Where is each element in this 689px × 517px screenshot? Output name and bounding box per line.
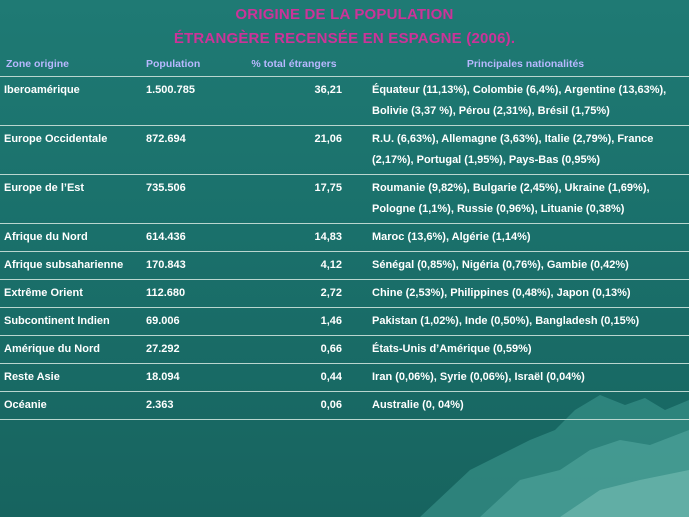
population-cell: 112.680 <box>140 279 226 308</box>
zone-cell: Afrique du Nord <box>0 223 140 252</box>
table-row: Europe Occidentale 872.694 21,06 R.U. (6… <box>0 125 689 175</box>
nationalities-cell: Iran (0,06%), Syrie (0,06%), Israël (0,0… <box>362 363 689 392</box>
table-row: Europe de l’Est 735.506 17,75 Roumanie (… <box>0 174 689 224</box>
zone-cell: Afrique subsaharienne <box>0 251 140 280</box>
pct-cell: 17,75 <box>226 174 362 224</box>
title-line-1: ORIGINE DE LA POPULATION <box>235 6 454 23</box>
zone-cell: Iberoamérique <box>0 76 140 126</box>
zone-cell: Reste Asie <box>0 363 140 392</box>
table-row: Amérique du Nord 27.292 0,66 États-Unis … <box>0 335 689 364</box>
pct-cell: 14,83 <box>226 223 362 252</box>
population-cell: 872.694 <box>140 125 226 175</box>
nationalities-cell: R.U. (6,63%), Allemagne (3,63%), Italie … <box>362 125 689 175</box>
zone-cell: Extrême Orient <box>0 279 140 308</box>
population-cell: 18.094 <box>140 363 226 392</box>
table-row: Extrême Orient 112.680 2,72 Chine (2,53%… <box>0 279 689 308</box>
pct-cell: 0,66 <box>226 335 362 364</box>
zone-cell: Subcontinent Indien <box>0 307 140 336</box>
pct-cell: 4,12 <box>226 251 362 280</box>
zone-cell: Europe Occidentale <box>0 125 140 175</box>
population-cell: 170.843 <box>140 251 226 280</box>
pct-cell: 0,44 <box>226 363 362 392</box>
header-nationalities: Principales nationalités <box>362 54 689 77</box>
nationalities-cell: Sénégal (0,85%), Nigéria (0,76%), Gambie… <box>362 251 689 280</box>
nationalities-cell: Pakistan (1,02%), Inde (0,50%), Banglade… <box>362 307 689 336</box>
title-line-2: ÉTRANGÈRE RECENSÉE EN ESPAGNE (2006). <box>173 30 516 47</box>
population-cell: 1.500.785 <box>140 76 226 126</box>
population-cell: 2.363 <box>140 391 226 420</box>
nationalities-cell: Roumanie (9,82%), Bulgarie (2,45%), Ukra… <box>362 174 689 224</box>
header-population: Population <box>140 54 226 77</box>
population-cell: 614.436 <box>140 223 226 252</box>
table-row: Reste Asie 18.094 0,44 Iran (0,06%), Syr… <box>0 363 689 392</box>
table-row: Afrique du Nord 614.436 14,83 Maroc (13,… <box>0 223 689 252</box>
nationalities-cell: Chine (2,53%), Philippines (0,48%), Japo… <box>362 279 689 308</box>
table-header-row: Zone origine Population % total étranger… <box>0 54 689 77</box>
table-row: Afrique subsaharienne 170.843 4,12 Sénég… <box>0 251 689 280</box>
zone-cell: Océanie <box>0 391 140 420</box>
population-cell: 735.506 <box>140 174 226 224</box>
pct-cell: 36,21 <box>226 76 362 126</box>
pct-cell: 0,06 <box>226 391 362 420</box>
nationalities-cell: Équateur (11,13%), Colombie (6,4%), Arge… <box>362 76 689 126</box>
header-pct: % total étrangers <box>226 54 362 77</box>
population-cell: 27.292 <box>140 335 226 364</box>
nationalities-cell: Maroc (13,6%), Algérie (1,14%) <box>362 223 689 252</box>
pct-cell: 1,46 <box>226 307 362 336</box>
pct-cell: 2,72 <box>226 279 362 308</box>
nationalities-cell: Australie (0, 04%) <box>362 391 689 420</box>
table-row: Océanie 2.363 0,06 Australie (0, 04%) <box>0 391 689 420</box>
zone-cell: Amérique du Nord <box>0 335 140 364</box>
population-table: Zone origine Population % total étranger… <box>0 54 689 420</box>
pct-cell: 21,06 <box>226 125 362 175</box>
header-zone: Zone origine <box>0 54 140 77</box>
table-row: Subcontinent Indien 69.006 1,46 Pakistan… <box>0 307 689 336</box>
zone-cell: Europe de l’Est <box>0 174 140 224</box>
population-cell: 69.006 <box>140 307 226 336</box>
nationalities-cell: États-Unis d’Amérique (0,59%) <box>362 335 689 364</box>
table-row: Iberoamérique 1.500.785 36,21 Équateur (… <box>0 76 689 126</box>
